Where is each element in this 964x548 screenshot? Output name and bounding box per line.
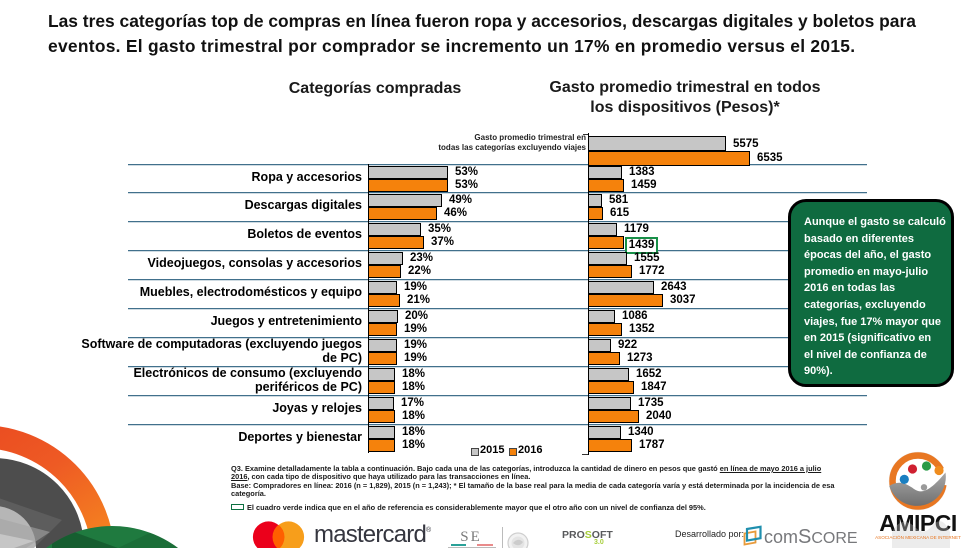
svg-text:AMIPCI: AMIPCI xyxy=(879,510,957,536)
svg-text:ASOCIACIÓN MEXICANA DE INTERNE: ASOCIACIÓN MEXICANA DE INTERNET xyxy=(875,534,961,540)
